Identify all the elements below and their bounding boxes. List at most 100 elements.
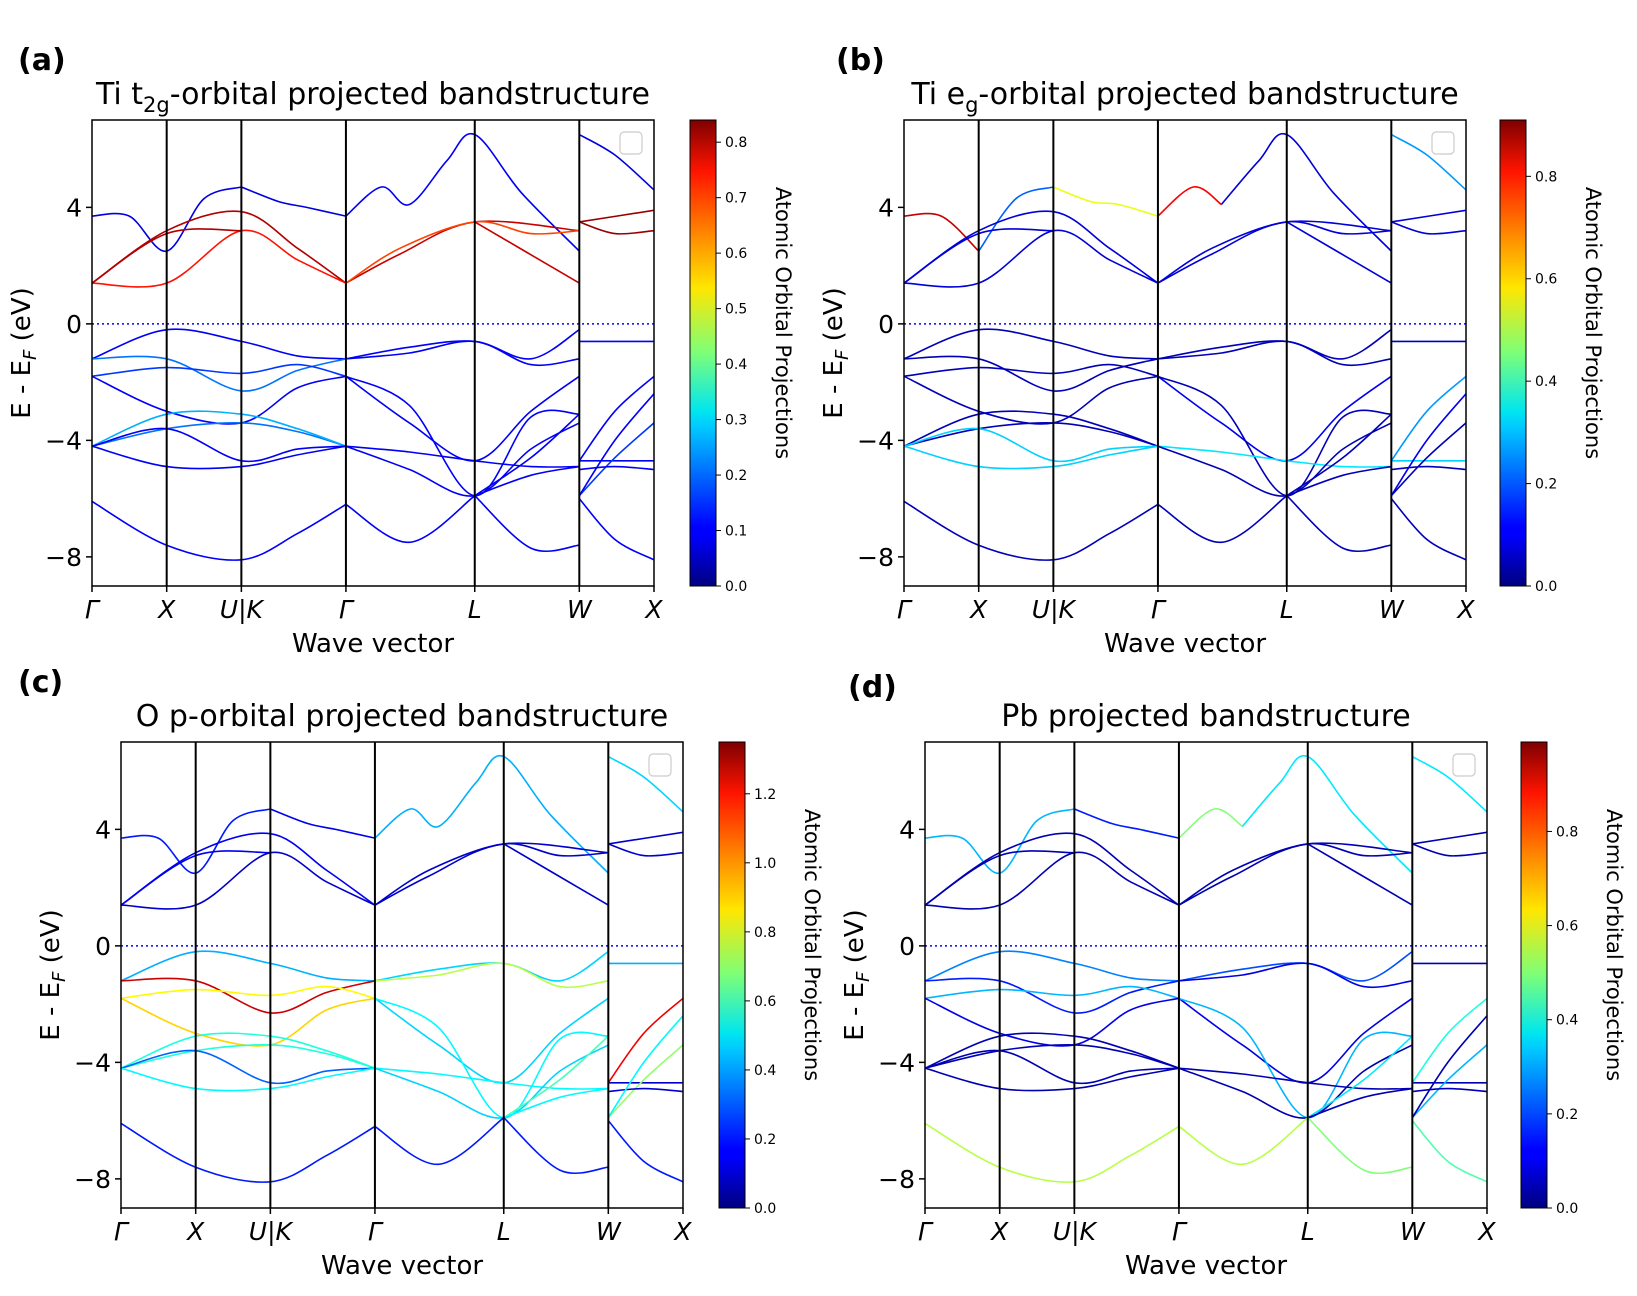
panel-label: (a) [18,43,66,78]
x-tick-label: X [672,1217,692,1246]
band-line [904,328,1158,360]
axes-frame [91,119,655,587]
band-line [1411,755,1487,813]
panel-title: Ti t2g-orbital projected bandstructure [95,77,650,117]
band-line [1053,186,1159,217]
band-line [1178,842,1413,906]
band-line [1157,375,1392,497]
x-tick-label: X [1476,1217,1496,1246]
band-line [1390,375,1466,462]
x-tick-label: L [1280,595,1294,624]
colorbar [689,119,717,587]
colorbar-tick-label: 0.4 [754,1063,776,1079]
band-line [904,500,1159,561]
axes-frame [924,741,1488,1209]
band-line [92,328,346,360]
x-tick-label: Γ [1151,595,1167,624]
bands [92,132,654,561]
colorbar-tick-label: 0.5 [725,302,747,318]
band-line [1178,1117,1309,1166]
band-line [1307,1035,1413,1119]
band-line [1220,132,1392,252]
band-line [925,985,1180,1000]
band-line [1286,495,1392,553]
bands [904,132,1466,561]
band-line [92,363,347,378]
band-line [1178,808,1243,839]
axes-frame [120,741,684,1209]
band-line [241,186,347,217]
colorbar-tick-label: 1.2 [754,787,776,803]
x-tick-label: L [468,595,482,624]
x-tick-label: Γ [897,595,913,624]
band-line [92,445,347,470]
band-line [607,1044,683,1119]
colorbar-tick-label: 0.8 [1535,169,1557,185]
y-tick-label: −4 [857,426,894,455]
band-line [925,1049,1179,1085]
band-line [1157,220,1392,284]
legend-box [619,131,643,155]
band-line [1307,843,1413,906]
band-line [121,1067,376,1092]
band-line [904,410,1159,447]
y-tick-label: 4 [95,815,111,844]
y-tick-label: −8 [45,543,82,572]
band-line [608,1087,683,1093]
band-line [904,445,1159,470]
band-line [579,221,654,235]
x-tick-label: X [989,1217,1009,1246]
band-line [1178,997,1413,1084]
panel-title: O p-orbital projected bandstructure [136,699,668,734]
band-line [1157,445,1392,468]
band-line [121,832,376,906]
band-line [1157,186,1222,217]
colorbar [1520,741,1548,1209]
band-line [925,977,1180,1014]
x-tick-label: L [1301,1217,1315,1246]
band-line [374,842,609,906]
colorbar-tick-label: 0.8 [725,135,747,151]
colorbar-tick-label: 0.3 [725,413,747,429]
band-line [1411,997,1487,1084]
x-tick-label: W [1379,595,1405,624]
band-line [904,427,1158,463]
y-tick-label: −4 [45,426,82,455]
band-line [503,1035,609,1119]
band-line [578,393,654,497]
band-line [904,212,980,252]
bands [121,754,683,1183]
band-line [503,1087,609,1119]
colorbar-tick-label: 0.4 [725,357,747,373]
band-line [578,133,654,191]
band-line [345,375,580,462]
band-line [925,1067,1180,1092]
band-line [1074,808,1180,839]
panel-b: (b) Ti eg-orbital projected bandstructure… [819,43,1605,659]
band-line [374,997,609,1119]
band-line [904,210,1159,284]
bands [925,754,1487,1183]
band-line [92,427,346,463]
x-tick-label: W [1400,1217,1426,1246]
band-line [121,950,375,982]
x-tick-label: W [596,1217,622,1246]
band-line [925,851,1180,910]
y-axis-label: E - EF (eV) [840,909,874,1040]
band-line [608,831,683,845]
colorbar-tick-label: 0.0 [1535,579,1557,595]
x-tick-label: Γ [368,1217,384,1246]
y-tick-label: 0 [899,932,915,961]
band-line [345,495,476,544]
band-line [1286,221,1392,284]
band-line [607,755,683,813]
band-line [1391,221,1466,235]
colorbar-tick-label: 0.0 [725,579,747,595]
band-line [1241,754,1413,874]
band-line [1411,1120,1487,1183]
band-line [1178,951,1413,982]
band-line [1286,465,1392,497]
y-tick-label: −4 [878,1048,915,1077]
